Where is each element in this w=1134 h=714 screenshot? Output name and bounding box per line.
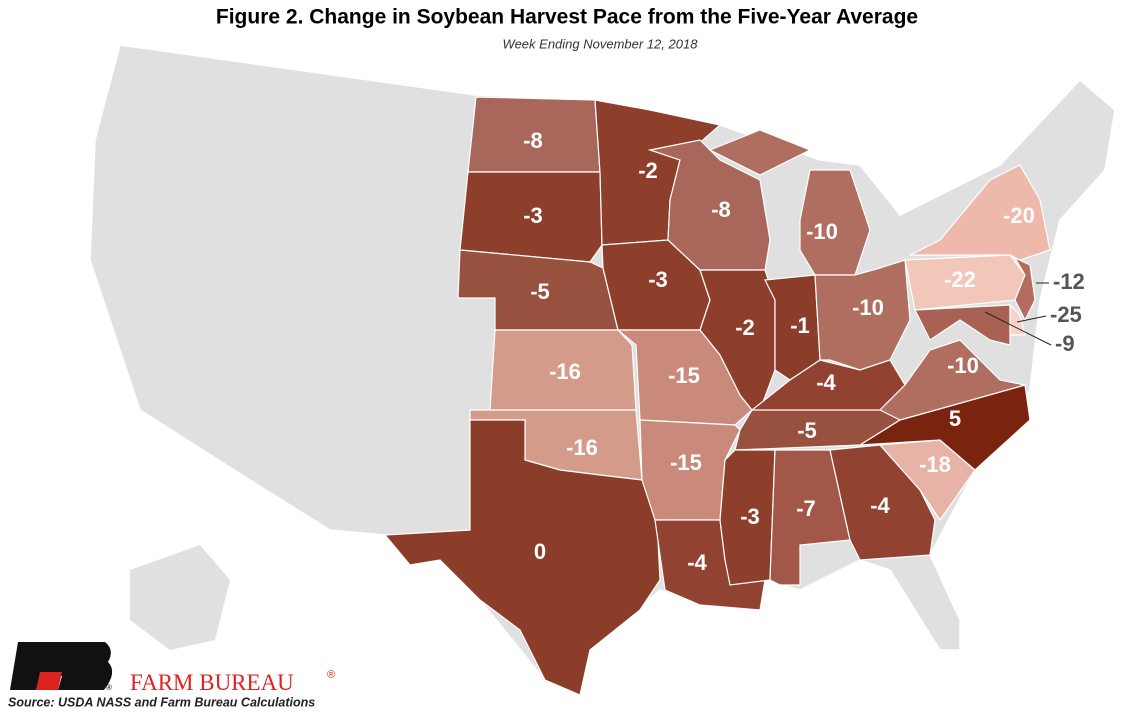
region-label: -16 <box>566 435 598 460</box>
region-label: -25 <box>1050 302 1082 327</box>
title: Figure 2. Change in Soybean Harvest Pace… <box>216 6 918 29</box>
region-label: 0 <box>534 539 546 564</box>
region-label: -4 <box>687 550 707 575</box>
region-label: -12 <box>1053 269 1085 294</box>
region-label: -10 <box>947 353 979 378</box>
subtitle: Week Ending November 12, 2018 <box>503 36 699 51</box>
logo: ® FARM BUREAU ® <box>10 642 335 695</box>
region-label: -5 <box>530 279 550 304</box>
logo-icon <box>10 642 113 690</box>
region-label: -22 <box>944 267 976 292</box>
region-label: -3 <box>740 504 760 529</box>
region-label: -2 <box>735 315 755 340</box>
region <box>909 164 1051 261</box>
region <box>383 419 661 696</box>
labels: -8 -3 -5 -16 -16 0 -2 -3 -15 -15 -4 -8 -2 -1 -10 -10 -4 -… <box>523 128 1085 575</box>
region-label: -15 <box>668 363 700 388</box>
region <box>814 259 911 371</box>
region-label: -3 <box>523 203 543 228</box>
region <box>708 129 871 276</box>
region-label: -4 <box>870 493 890 518</box>
region-label: -2 <box>638 158 658 183</box>
region-label: -3 <box>648 267 668 292</box>
region-label: -15 <box>670 450 702 475</box>
region-label: -18 <box>919 452 951 477</box>
region-label: -7 <box>796 496 816 521</box>
region <box>459 171 603 263</box>
logo-red <box>36 672 62 690</box>
region-label: -5 <box>797 418 817 443</box>
region <box>878 339 1026 421</box>
logo-mark-small: ® <box>106 683 112 692</box>
region-label: -8 <box>711 197 731 222</box>
leader-line <box>1016 315 1047 323</box>
region <box>489 329 637 411</box>
logo-name: FARM BUREAU <box>130 670 294 695</box>
alaska <box>130 545 230 650</box>
regions <box>383 96 1051 696</box>
region-label: -9 <box>1055 331 1075 356</box>
region-label: -4 <box>816 370 836 395</box>
source: Source: USDA NASS and Farm Bureau Calcul… <box>8 695 315 709</box>
logo-mark: ® <box>327 669 335 681</box>
region-label: -1 <box>790 313 810 338</box>
region-label: 5 <box>949 406 961 431</box>
leader-line <box>984 311 1052 346</box>
region-label: -20 <box>1003 203 1035 228</box>
region-label: -16 <box>549 359 581 384</box>
region-label: -8 <box>523 128 543 153</box>
region-label: -10 <box>852 295 884 320</box>
region-label: -10 <box>806 219 838 244</box>
